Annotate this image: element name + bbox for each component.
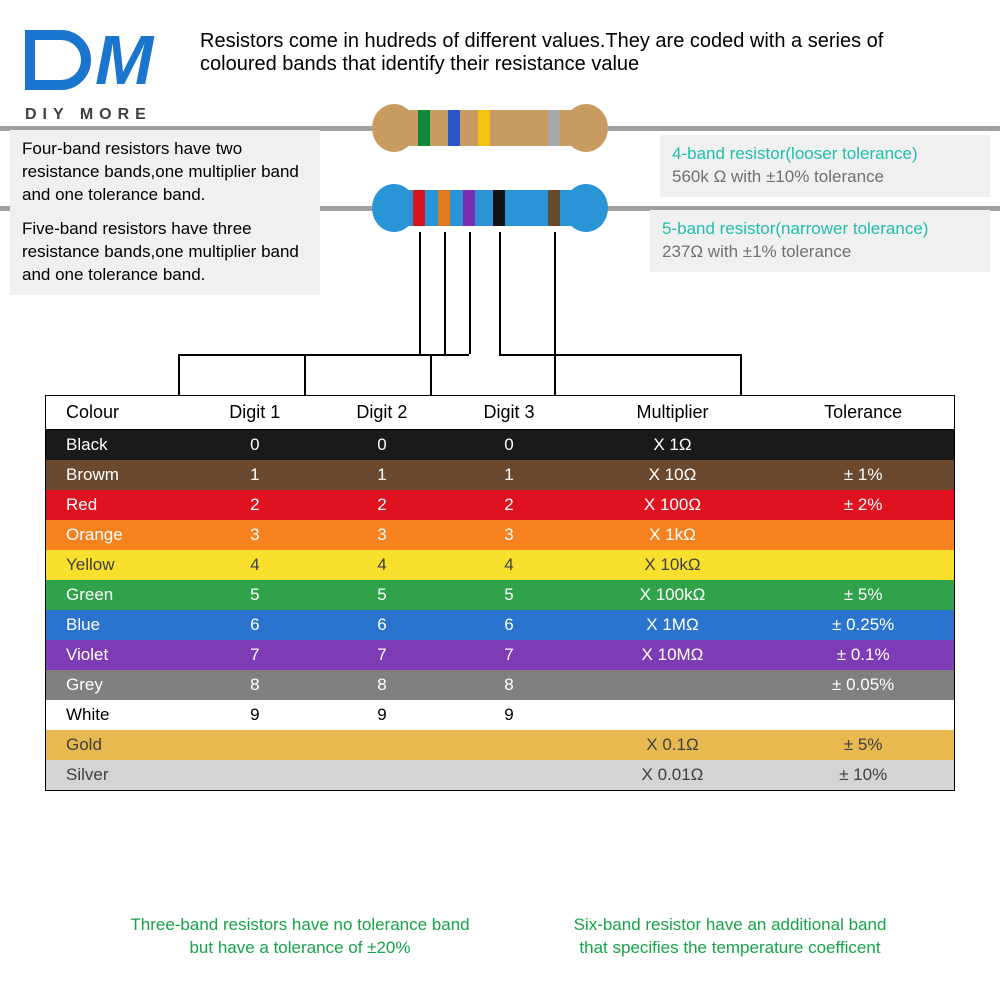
table-row: Blue666X 1MΩ± 0.25% bbox=[46, 610, 954, 640]
table-row: GoldX 0.1Ω± 5% bbox=[46, 730, 954, 760]
four-band-value: 4-band resistor(looser tolerance) 560k Ω… bbox=[660, 135, 990, 197]
table-header: Digit 1 bbox=[191, 396, 318, 430]
four-band-val: 560k Ω with ±10% tolerance bbox=[672, 166, 978, 189]
table-row: Red222X 100Ω± 2% bbox=[46, 490, 954, 520]
intro-text: Resistors come in hudreds of different v… bbox=[200, 30, 940, 76]
table-row: Orange333X 1kΩ bbox=[46, 520, 954, 550]
table-header: Digit 2 bbox=[318, 396, 445, 430]
table-row: SilverX 0.01Ω± 10% bbox=[46, 760, 954, 790]
four-band-title: 4-band resistor(looser tolerance) bbox=[672, 143, 978, 166]
five-band-value: 5-band resistor(narrower tolerance) 237Ω… bbox=[650, 210, 990, 272]
table-header: Digit 3 bbox=[445, 396, 572, 430]
table-row: Yellow444X 10kΩ bbox=[46, 550, 954, 580]
table-row: Grey888± 0.05% bbox=[46, 670, 954, 700]
five-band-description: Five-band resistors have three resistanc… bbox=[10, 210, 320, 295]
table-row: White999 bbox=[46, 700, 954, 730]
table-row: Green555X 100kΩ± 5% bbox=[46, 580, 954, 610]
table-row: Black000X 1Ω bbox=[46, 430, 954, 461]
five-band-title: 5-band resistor(narrower tolerance) bbox=[662, 218, 978, 241]
table-row: Browm111X 10Ω± 1% bbox=[46, 460, 954, 490]
table-header: Tolerance bbox=[772, 396, 954, 430]
footnote-six-band: Six-band resistor have an additional ban… bbox=[520, 914, 940, 960]
table-header: Colour bbox=[46, 396, 191, 430]
footnote-three-band: Three-band resistors have no tolerance b… bbox=[100, 914, 500, 960]
color-code-table: ColourDigit 1Digit 2Digit 3MultiplierTol… bbox=[45, 395, 955, 791]
five-band-val: 237Ω with ±1% tolerance bbox=[662, 241, 978, 264]
four-band-description: Four-band resistors have two resistance … bbox=[10, 130, 320, 215]
brand-logo: M DIY MORE bbox=[25, 20, 152, 124]
table-row: Violet777X 10MΩ± 0.1% bbox=[46, 640, 954, 670]
table-header: Multiplier bbox=[573, 396, 773, 430]
